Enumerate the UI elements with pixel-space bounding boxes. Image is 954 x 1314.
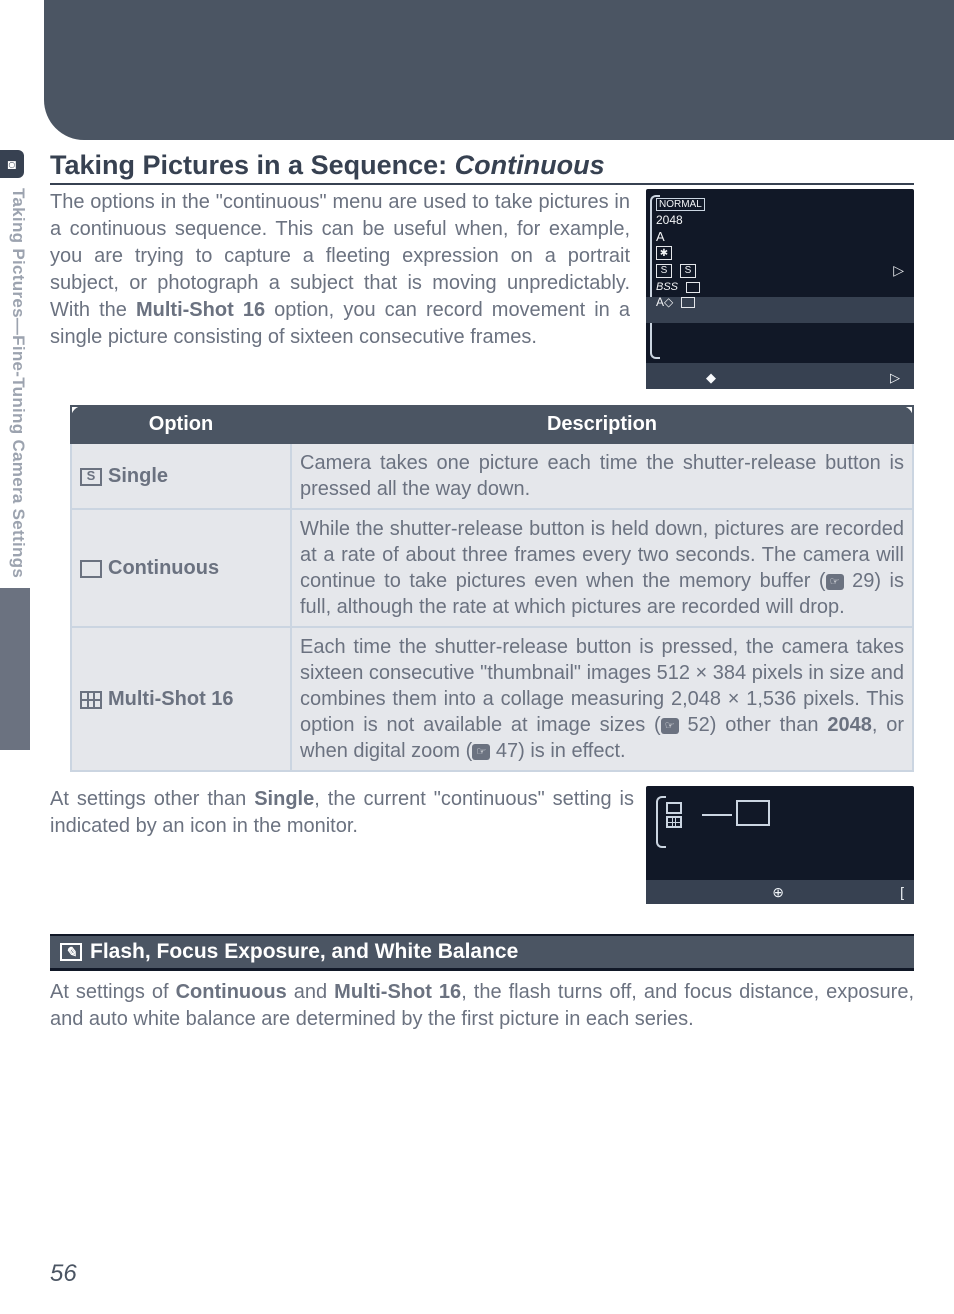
info-a: At settings of xyxy=(50,981,176,1003)
lcd-pointer-line xyxy=(702,814,732,816)
table-row: S Single Camera takes one picture each ti… xyxy=(71,443,913,509)
indicator-note-text: At settings other than Single, the curre… xyxy=(50,786,634,904)
info-box: ✎ Flash, Focus Exposure, and White Balan… xyxy=(50,934,914,1033)
section-title: Taking Pictures in a Sequence: Continuou… xyxy=(50,150,914,185)
section-title-italic: Continuous xyxy=(455,150,605,180)
option-continuous-label: Continuous xyxy=(108,557,219,579)
lcd-s2-icon: S xyxy=(680,264,696,278)
lcd-s1-icon: S xyxy=(656,264,672,278)
desc-single: Camera takes one picture each time the s… xyxy=(291,443,913,509)
indicator-note-block: At settings other than Single, the curre… xyxy=(50,786,914,904)
desc-continuous: While the shutter-release button is held… xyxy=(291,509,913,627)
note-icon: ✎ xyxy=(60,943,82,961)
continuous-options-table: Option Description S Single Camera takes … xyxy=(70,405,914,772)
table-row: Multi-Shot 16 Each time the shutter-rele… xyxy=(71,627,913,771)
lcd-bracket-icon: [ xyxy=(900,884,904,900)
table-header-row: Option Description xyxy=(71,406,913,443)
lcd-a-icon: A xyxy=(656,229,665,244)
side-tab-icon: ◙ xyxy=(0,150,24,178)
side-bar-accent xyxy=(0,588,30,750)
lcd-normal: NORMAL xyxy=(656,198,705,211)
table-row: Continuous While the shutter-release but… xyxy=(71,509,913,627)
info-title: Flash, Focus Exposure, and White Balance xyxy=(90,940,518,964)
option-single: S Single xyxy=(71,443,291,509)
lcd-mini-continuous-icon xyxy=(666,802,682,814)
info-b2: Multi-Shot 16 xyxy=(334,981,461,1003)
lcd-mini-icons xyxy=(666,800,682,830)
lcd-mini-bracket xyxy=(656,796,666,848)
desc-multishot-d: ) is in effect. xyxy=(518,740,625,762)
intro-text: The options in the "continuous" menu are… xyxy=(50,189,630,389)
table-header-description: Description xyxy=(291,406,913,443)
top-banner xyxy=(44,0,954,140)
desc-continuous-ref: 29 xyxy=(852,570,874,592)
page-number: 56 xyxy=(50,1260,77,1288)
option-multishot: Multi-Shot 16 xyxy=(71,627,291,771)
lcd-bss-label: BSS xyxy=(656,281,678,293)
desc-multishot-b: ) other than xyxy=(710,714,828,736)
lcd-star-icon: ✱ xyxy=(656,246,672,260)
multishot-icon xyxy=(80,691,102,709)
page-content: Taking Pictures in a Sequence: Continuou… xyxy=(50,150,914,1033)
info-and: and xyxy=(287,981,334,1003)
info-header: ✎ Flash, Focus Exposure, and White Balan… xyxy=(50,934,914,971)
page-ref-icon: ☞ xyxy=(661,718,679,734)
section-title-row: Taking Pictures in a Sequence: Continuou… xyxy=(50,150,914,185)
after-a: At settings other than xyxy=(50,788,254,810)
page-ref-icon: ☞ xyxy=(472,744,490,760)
lcd-flash-icon: ⊕ xyxy=(772,884,784,901)
continuous-icon xyxy=(80,560,102,578)
lcd-indicator-bottom-band: ⊕ [ xyxy=(646,880,914,904)
single-icon: S xyxy=(80,468,102,486)
desc-multishot-ref1: 52 xyxy=(688,714,710,736)
desc-continuous-a: While the shutter-release button is held… xyxy=(300,518,904,592)
lcd-indicator-illustration: ⊕ [ xyxy=(646,786,914,904)
lcd-multishot-icon xyxy=(681,297,695,308)
lcd-mini-multishot-icon xyxy=(666,816,682,828)
lcd-current-mode-icon xyxy=(736,800,770,826)
info-body: At settings of Continuous and Multi-Shot… xyxy=(50,979,914,1033)
lcd-content: NORMAL 2048 A ✱ S S ▷ BSS A◇ xyxy=(656,197,904,310)
info-b1: Continuous xyxy=(176,981,287,1003)
lcd-updown-icon: ◆ xyxy=(706,370,716,386)
intro-bold: Multi-Shot 16 xyxy=(136,299,265,321)
lcd-adiamond-label: A◇ xyxy=(656,295,673,309)
desc-multishot-bold: 2048 xyxy=(827,714,872,736)
lcd-continuous-icon xyxy=(686,282,700,293)
lcd-enter-arrow-icon: ▷ xyxy=(890,370,900,386)
lcd-menu-illustration: NORMAL 2048 A ✱ S S ▷ BSS A◇ xyxy=(646,189,914,389)
option-continuous: Continuous xyxy=(71,509,291,627)
table-header-option: Option xyxy=(71,406,291,443)
option-multishot-label: Multi-Shot 16 xyxy=(108,688,234,710)
desc-multishot-ref2: 47 xyxy=(496,740,518,762)
after-bold: Single xyxy=(254,788,314,810)
option-single-label: Single xyxy=(108,465,168,487)
section-title-plain: Taking Pictures in a Sequence: xyxy=(50,150,455,180)
lcd-size: 2048 xyxy=(656,213,683,227)
page-ref-icon: ☞ xyxy=(826,574,844,590)
desc-multishot: Each time the shutter-release button is … xyxy=(291,627,913,771)
lcd-right-arrow-icon: ▷ xyxy=(893,262,904,279)
lcd-bottom-controls: ◆ ▷ xyxy=(646,370,914,386)
intro-block: The options in the "continuous" menu are… xyxy=(50,189,914,389)
